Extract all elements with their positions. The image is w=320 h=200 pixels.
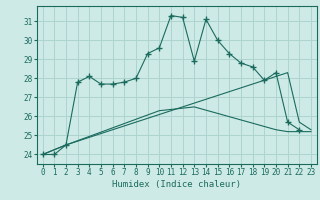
X-axis label: Humidex (Indice chaleur): Humidex (Indice chaleur) bbox=[112, 180, 241, 189]
